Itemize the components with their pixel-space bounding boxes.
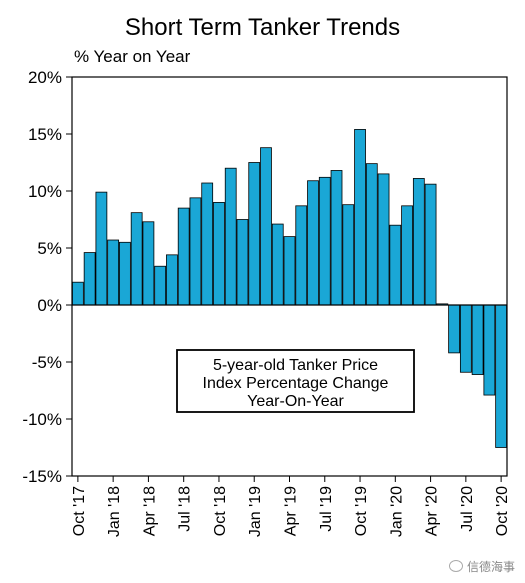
bar bbox=[377, 173, 390, 306]
bar bbox=[119, 241, 131, 306]
bar bbox=[412, 178, 425, 306]
bar bbox=[330, 170, 343, 306]
x-tick-label: Apr '18 bbox=[141, 486, 158, 536]
annotation-line: Year-On-Year bbox=[247, 393, 344, 410]
bar bbox=[213, 201, 225, 306]
bar bbox=[295, 205, 308, 306]
bar bbox=[166, 254, 178, 306]
y-tick-label: -15% bbox=[22, 467, 62, 486]
bar bbox=[448, 304, 460, 354]
wechat-logo-icon bbox=[448, 560, 463, 572]
bar bbox=[95, 191, 108, 306]
bar bbox=[236, 219, 249, 306]
bar bbox=[72, 281, 84, 306]
bar bbox=[224, 167, 237, 306]
y-tick-label: 20% bbox=[28, 68, 62, 87]
bar bbox=[189, 197, 202, 306]
y-tick-label: -10% bbox=[22, 410, 62, 429]
bar bbox=[307, 180, 319, 306]
bar bbox=[260, 147, 272, 306]
bar bbox=[483, 304, 496, 396]
x-tick-label: Jan '19 bbox=[247, 486, 264, 537]
y-tick-label: 10% bbox=[28, 182, 62, 201]
bar bbox=[401, 205, 413, 306]
bar bbox=[365, 163, 378, 306]
annotation-line: Index Percentage Change bbox=[203, 375, 389, 392]
y-tick-label: 0% bbox=[37, 296, 62, 315]
bar bbox=[354, 129, 366, 306]
x-tick-label: Oct '17 bbox=[71, 486, 88, 536]
bar bbox=[318, 176, 331, 306]
y-tick-label: -5% bbox=[32, 353, 62, 372]
bar bbox=[271, 223, 284, 306]
bar bbox=[154, 265, 167, 306]
bar bbox=[248, 162, 261, 306]
y-axis-unit-label: % Year on Year bbox=[74, 47, 191, 66]
bar bbox=[495, 304, 508, 448]
bar bbox=[283, 236, 296, 306]
bar bbox=[342, 204, 355, 306]
bar bbox=[459, 304, 472, 373]
watermark: 信德海事 bbox=[448, 558, 515, 575]
bar bbox=[201, 182, 214, 306]
annotation-line: 5-year-old Tanker Price bbox=[213, 357, 378, 374]
chart-title: Short Term Tanker Trends bbox=[124, 14, 401, 41]
bar bbox=[130, 212, 143, 306]
x-tick-label: Oct '18 bbox=[212, 486, 229, 536]
y-tick-label: 15% bbox=[28, 125, 62, 144]
x-tick-label: Jul '19 bbox=[318, 486, 335, 532]
bar bbox=[107, 239, 120, 306]
x-tick-label: Jul '18 bbox=[177, 486, 194, 532]
bar bbox=[471, 304, 484, 375]
y-tick-label: 5% bbox=[37, 239, 62, 258]
bar bbox=[424, 183, 437, 306]
x-tick-label: Jan '18 bbox=[106, 486, 123, 537]
annotation-box bbox=[176, 349, 415, 413]
bar bbox=[389, 224, 402, 306]
x-tick-label: Apr '20 bbox=[424, 486, 441, 536]
x-tick-label: Oct '20 bbox=[494, 486, 511, 536]
x-tick-label: Jul '20 bbox=[459, 486, 476, 532]
x-tick-label: Oct '19 bbox=[353, 486, 370, 536]
bar bbox=[177, 207, 190, 306]
x-tick-label: Apr '19 bbox=[283, 486, 300, 536]
x-tick-label: Jan '20 bbox=[388, 486, 405, 537]
bar bbox=[142, 221, 155, 306]
bar bbox=[83, 252, 96, 306]
watermark-text: 信德海事 bbox=[466, 560, 515, 574]
